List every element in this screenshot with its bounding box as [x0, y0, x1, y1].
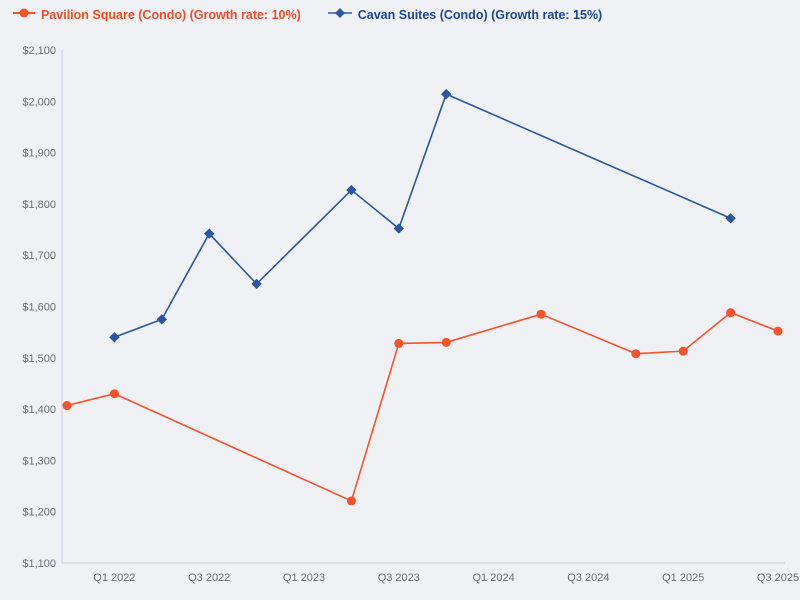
x-tick-label: Q1 2024	[472, 572, 514, 584]
legend-item-pavilion-square[interactable]: Pavilion Square (Condo) (Growth rate: 10…	[13, 6, 301, 24]
diamond-line-marker-icon	[327, 6, 352, 24]
data-point-pavilion-square[interactable]	[62, 401, 72, 411]
data-point-cavan-suites[interactable]	[393, 223, 404, 234]
x-tick-label: Q1 2022	[93, 572, 135, 584]
series-line-pavilion-square[interactable]	[66, 311, 779, 503]
data-point-pavilion-square[interactable]	[536, 309, 546, 319]
y-tick-label: $1,300	[22, 455, 56, 467]
data-point-pavilion-square[interactable]	[441, 337, 451, 347]
data-point-cavan-suites[interactable]	[346, 184, 357, 196]
legend-label-cavan-suites: Cavan Suites (Condo) (Growth rate: 15%)	[357, 8, 603, 22]
data-point-cavan-suites[interactable]	[109, 332, 120, 343]
data-point-pavilion-square[interactable]	[109, 389, 119, 399]
data-point-cavan-suites[interactable]	[251, 278, 262, 290]
y-tick-label: $1,100	[22, 558, 56, 570]
y-tick-label: $1,900	[22, 148, 56, 160]
x-tick-label: Q3 2023	[378, 572, 420, 584]
y-tick-label: $1,800	[22, 199, 56, 211]
data-point-pavilion-square[interactable]	[346, 496, 356, 506]
x-tick-label: Q1 2023	[283, 572, 325, 584]
chart-legend: Pavilion Square (Condo) (Growth rate: 10…	[13, 6, 602, 24]
y-tick-label: $1,700	[22, 250, 56, 262]
x-tick-label: Q1 2025	[662, 572, 704, 584]
y-tick-label: $1,600	[22, 302, 56, 314]
y-tick-label: $2,000	[22, 96, 56, 108]
data-point-cavan-suites[interactable]	[204, 228, 215, 239]
x-tick-label: Q3 2022	[188, 572, 230, 584]
legend-label-pavilion-square: Pavilion Square (Condo) (Growth rate: 10…	[41, 8, 301, 22]
data-point-pavilion-square[interactable]	[678, 346, 688, 356]
data-point-pavilion-square[interactable]	[726, 308, 736, 318]
legend-item-cavan-suites[interactable]: Cavan Suites (Condo) (Growth rate: 15%)	[327, 6, 603, 24]
data-point-pavilion-square[interactable]	[773, 326, 783, 336]
series-line-cavan-suites[interactable]	[114, 93, 731, 339]
circle-line-marker-icon	[13, 6, 35, 24]
data-point-cavan-suites[interactable]	[156, 314, 167, 325]
x-tick-label: Q3 2025	[757, 572, 799, 584]
y-tick-label: $1,500	[22, 353, 56, 365]
data-point-cavan-suites[interactable]	[725, 213, 736, 224]
y-tick-label: $1,400	[22, 404, 56, 416]
y-tick-label: $1,200	[22, 507, 56, 519]
y-tick-label: $2,100	[22, 45, 56, 57]
data-point-pavilion-square[interactable]	[631, 349, 641, 359]
data-point-cavan-suites[interactable]	[441, 88, 452, 100]
data-point-pavilion-square[interactable]	[394, 338, 404, 348]
x-tick-label: Q3 2024	[567, 572, 609, 584]
